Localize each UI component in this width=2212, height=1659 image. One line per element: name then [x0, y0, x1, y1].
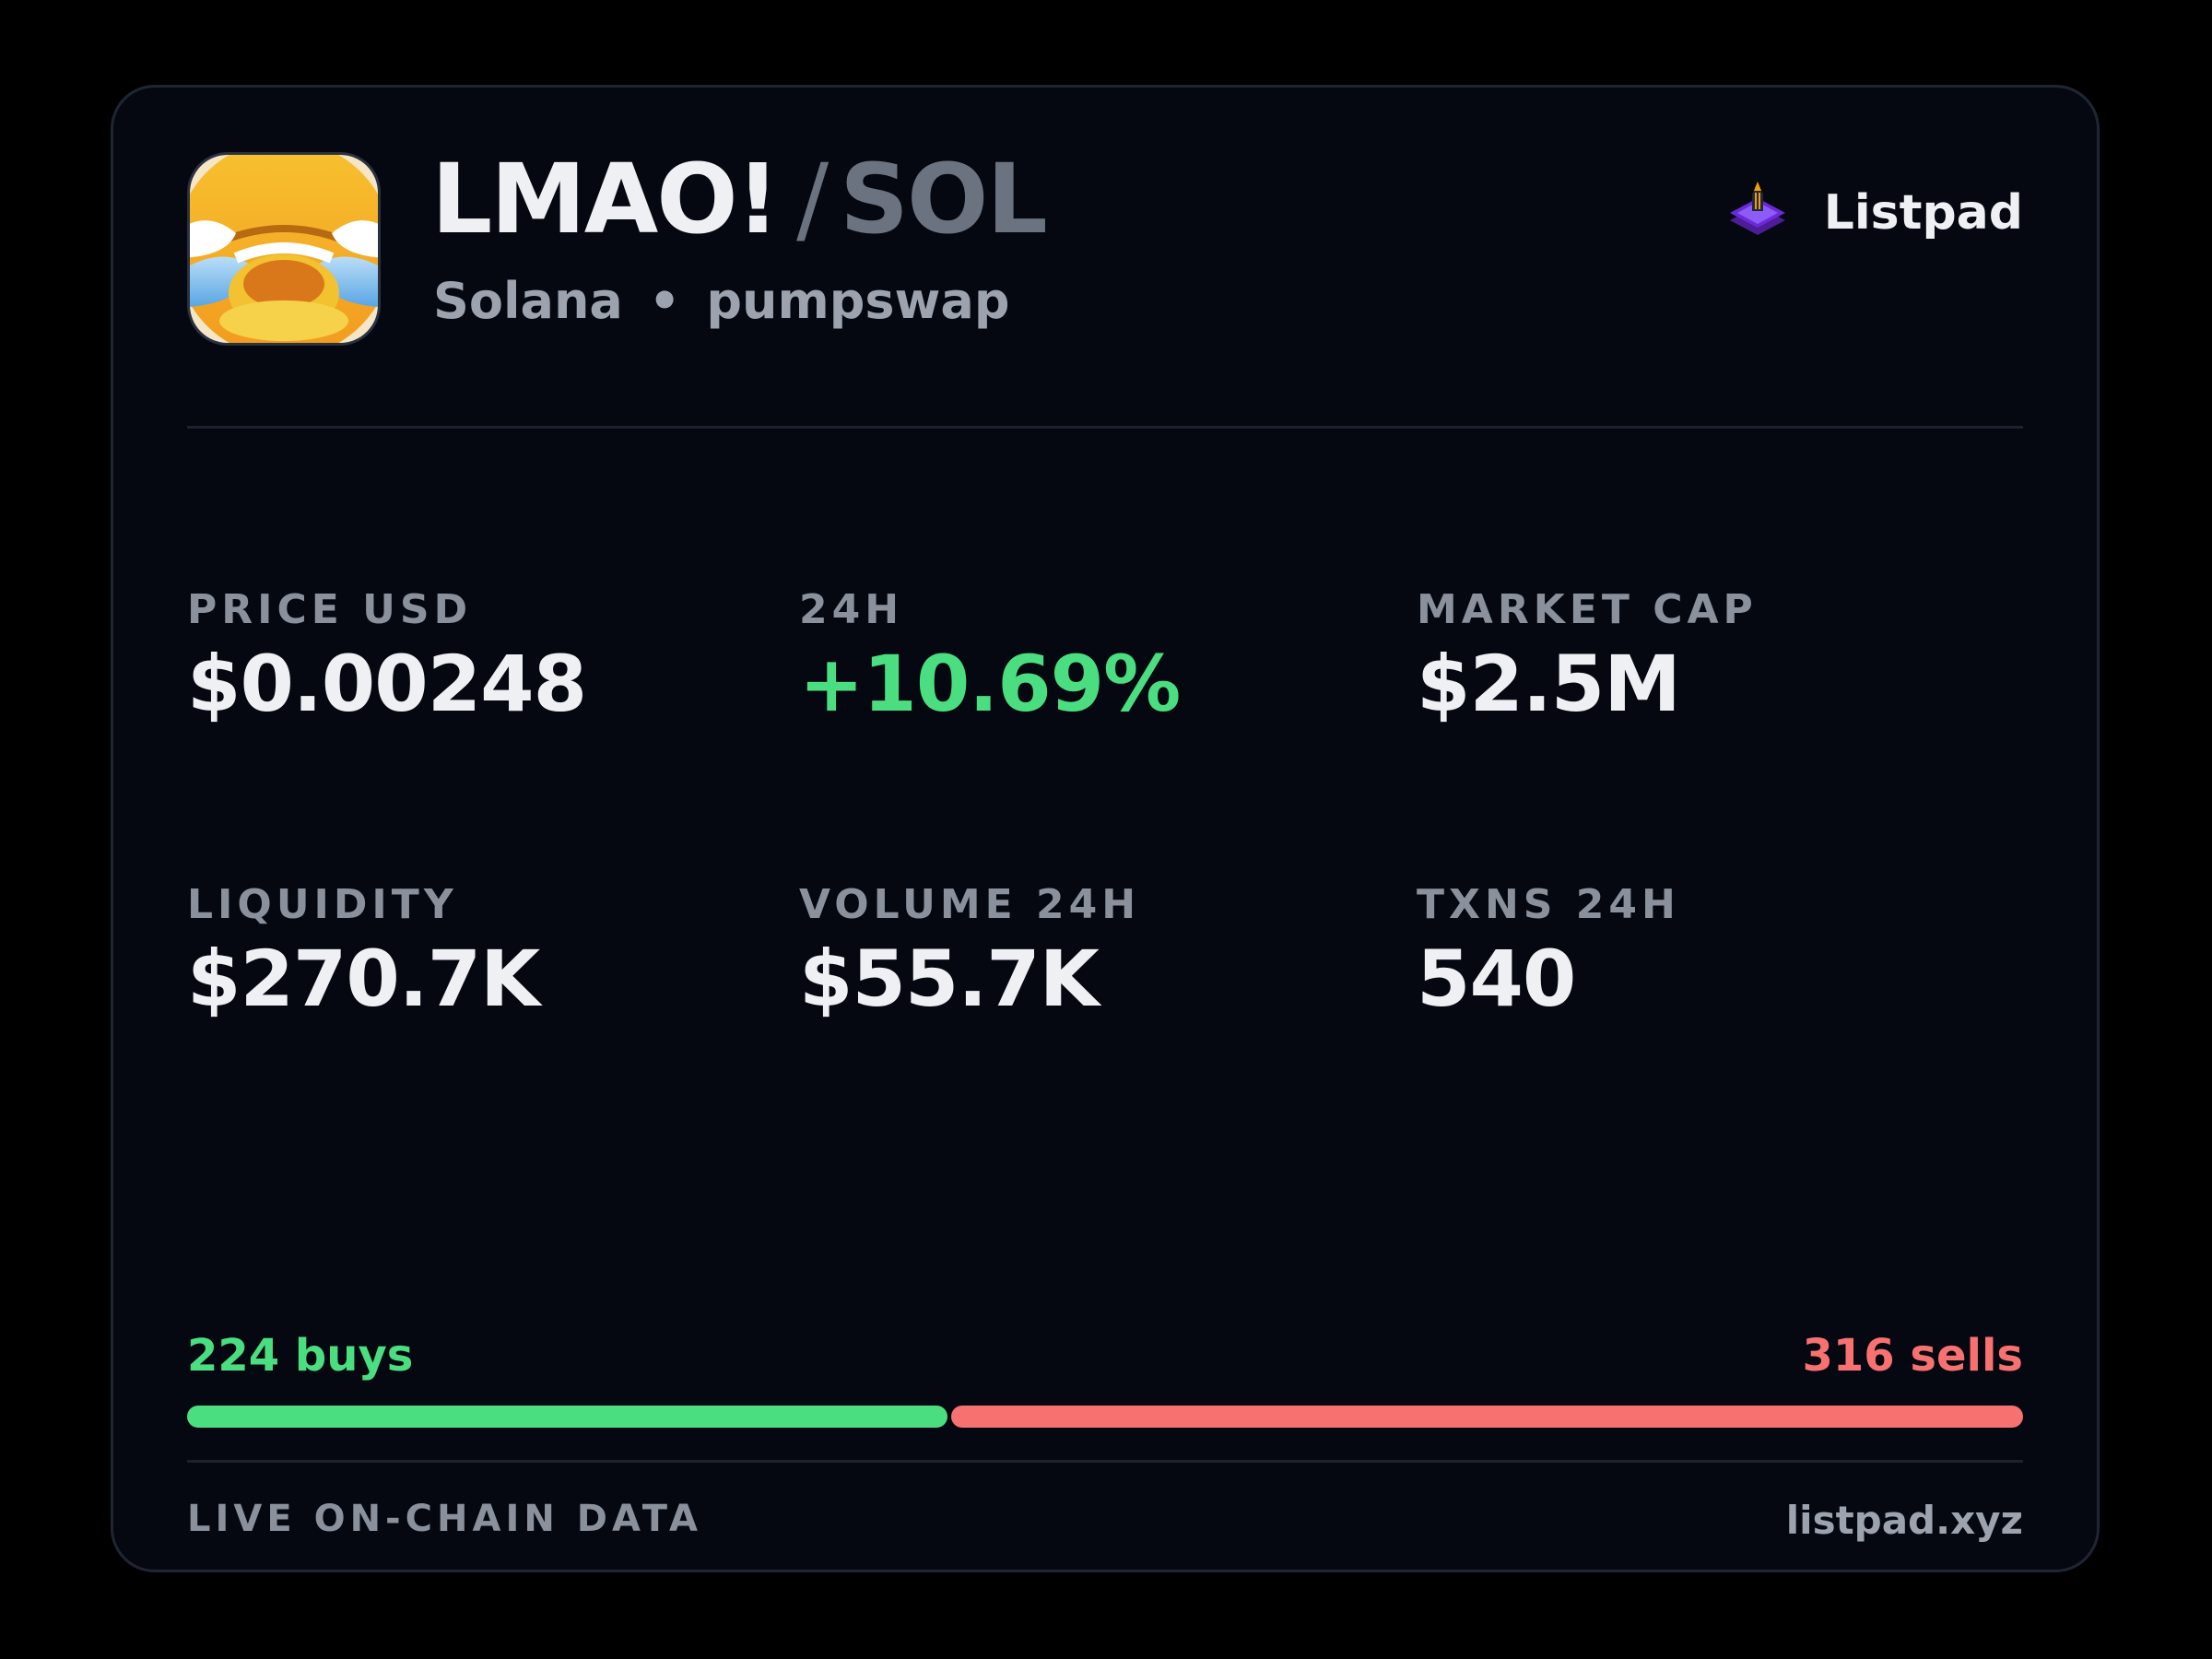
stat-value: $2.5M — [1417, 639, 1681, 729]
stat-price-usd: PRICE USD $0.00248 — [187, 586, 740, 729]
base-symbol: LMAO! — [431, 143, 780, 255]
token-stats-card: LMAO! / SOL Solana • pumpswap Listpad PRICE … — [111, 85, 2100, 1572]
brand: Listpad — [1724, 178, 2023, 248]
stat-label: TXNS 24H — [1417, 881, 1680, 928]
live-data-label: LIVE ON-CHAIN DATA — [187, 1498, 702, 1540]
stat-market-cap: MARKET CAP $2.5M — [1417, 586, 1970, 729]
header-divider — [187, 426, 2023, 429]
stat-label: MARKET CAP — [1417, 586, 1758, 633]
stat-value: +10.69% — [799, 639, 1181, 729]
stat-change-24h: 24H +10.69% — [799, 586, 1352, 729]
stat-volume-24h: VOLUME 24H $55.7K — [799, 885, 1352, 1018]
dex-name: pumpswap — [706, 272, 1010, 330]
stat-liquidity: LIQUIDITY $270.7K — [187, 885, 740, 1018]
stat-txns-24h: TXNS 24H 540 — [1417, 885, 1970, 1018]
stat-label: LIQUIDITY — [187, 881, 458, 928]
stat-label: 24H — [799, 586, 904, 633]
sells-bar-segment — [950, 1406, 2023, 1428]
buy-sell-ratio-bar — [187, 1406, 2023, 1428]
stat-value: $55.7K — [799, 934, 1100, 1024]
sells-count: 316 sells — [1802, 1330, 2023, 1382]
footer-divider — [187, 1460, 2023, 1463]
laughing-crying-emoji-icon — [187, 152, 381, 346]
stat-value: $270.7K — [187, 934, 540, 1024]
stat-label: VOLUME 24H — [799, 881, 1141, 928]
brand-name: Listpad — [1823, 185, 2023, 241]
website-link[interactable]: listpad.xyz — [1785, 1498, 2023, 1543]
listpad-rocket-logo-icon — [1724, 178, 1791, 248]
pair-subtitle: Solana • pumpswap — [433, 272, 1010, 330]
pair-separator: / — [796, 143, 829, 255]
quote-symbol: SOL — [840, 143, 1048, 255]
stat-value: $0.00248 — [187, 639, 587, 729]
stat-value: 540 — [1417, 934, 1576, 1024]
chain-name: Solana — [433, 272, 623, 330]
buys-count: 224 buys — [187, 1330, 414, 1382]
buys-bar-segment — [187, 1406, 947, 1428]
stat-label: PRICE USD — [187, 586, 473, 633]
pair-title: LMAO! / SOL — [431, 147, 1048, 252]
separator-dot: • — [648, 272, 681, 330]
